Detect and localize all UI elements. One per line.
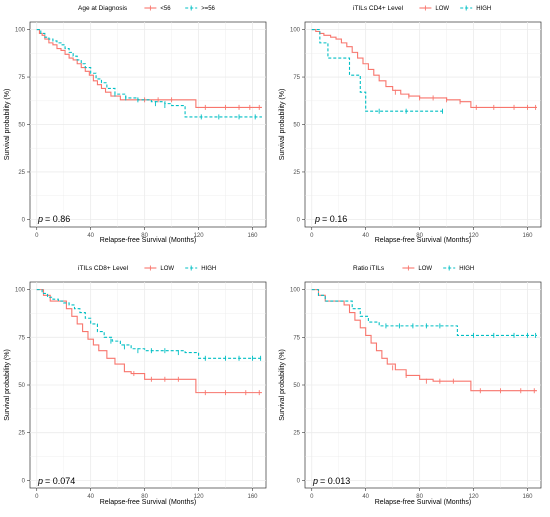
chart3-x-tick-label: 80 [416,494,423,500]
chart2-p-value-text: = 0.074 [45,476,75,486]
chart1-x-tick-label: 160 [523,233,534,239]
chart2-p-symbol: p [37,476,43,486]
chart2-x-tick-label: 40 [87,494,94,500]
chart0-x-tick-label: 120 [194,233,205,239]
chart0-y-tick-label: 100 [15,28,26,34]
chart0-y-tick-label: 50 [18,123,25,129]
chart2-y-tick-label: 25 [18,431,25,437]
chart3-legend-title: Ratio iTILs [353,265,385,272]
chart1-series-LOW-curve [311,29,537,108]
km-panel-ratio: 0 40 80 120 160 0 25 50 75 100 Relapse-free Surviv… [275,256,550,512]
chart2-series-HIGH-curve [36,289,262,359]
chart2-x-tick-label: 80 [141,494,148,500]
chart3-p-symbol: p [312,476,318,486]
chart2-legend-label-LOW: LOW [160,266,174,272]
chart0-x-tick-label: 80 [141,233,148,239]
chart1-y-axis-label: Survival probability (%) [279,89,286,161]
chart1-x-tick-label: 0 [310,233,314,239]
chart2-p-value: p = 0.074 [37,476,75,486]
chart1-x-tick-label: 40 [362,233,369,239]
km-panel-age: 0 40 80 120 160 0 25 50 75 100 Relapse-free Surviv… [0,0,275,256]
km-chart-itils-cd8-level: 0 40 80 120 160 0 25 50 75 100 Relapse-free Surviv… [4,265,267,506]
chart2-series-LOW-curve [36,289,262,394]
chart0-y-tick-label: 0 [22,217,26,223]
chart1-p-value-text: = 0.16 [322,214,347,224]
chart2-legend-label-HIGH: HIGH [201,266,216,272]
chart0-y-tick-label: 75 [18,75,25,81]
chart3-p-value: p = 0.013 [312,476,350,486]
chart3-y-tick-label: 50 [293,383,300,389]
chart2-y-tick-label: 50 [18,383,25,389]
chart2-y-axis-label: Survival probability (%) [4,349,11,421]
chart0-x-tick-label: 160 [248,233,259,239]
chart3-p-value-text: = 0.013 [320,476,350,486]
chart1-x-axis-label: Relapse-free Survival (Months) [375,237,471,244]
km-chart-age-at-diagnosis: 0 40 80 120 160 0 25 50 75 100 Relapse-free Surviv… [4,5,267,244]
chart3-x-tick-label: 160 [523,494,534,500]
chart0-y-axis-label: Survival probability (%) [4,89,11,161]
km-chart-itils-cd4-level: 0 40 80 120 160 0 25 50 75 100 Relapse-free Surviv… [279,5,542,244]
chart3-y-axis-label: Survival probability (%) [279,349,286,421]
chart0-x-axis-label: Relapse-free Survival (Months) [100,237,196,244]
chart2-legend: iTILs CD8+ Level LOW HIGH [78,265,216,272]
chart2-x-tick-label: 120 [194,494,205,500]
km-panel-cd4: 0 40 80 120 160 0 25 50 75 100 Relapse-free Surviv… [275,0,550,256]
km-panel-cd8: 0 40 80 120 160 0 25 50 75 100 Relapse-free Surviv… [0,256,275,512]
chart1-legend-label-LOW: LOW [435,6,449,12]
chart1-x-tick-label: 80 [416,233,423,239]
chart3-legend: Ratio iTILs LOW HIGH [353,265,474,272]
km-chart-ratio-itils: 0 40 80 120 160 0 25 50 75 100 Relapse-free Surviv… [279,265,542,506]
chart0-x-tick-label: 40 [87,233,94,239]
chart3-series-HIGH-curve [311,289,537,336]
chart1-legend-title: iTILs CD4+ Level [353,5,404,12]
chart3-y-tick-label: 0 [297,478,301,484]
chart1-series-HIGH-curve [311,29,443,112]
chart1-p-value: p = 0.16 [314,214,347,224]
chart1-y-tick-label: 100 [290,28,301,34]
chart1-y-tick-label: 25 [293,170,300,176]
chart2-y-tick-label: 75 [18,335,25,341]
chart3-y-tick-label: 25 [293,431,300,437]
chart3-y-tick-label: 100 [290,288,301,294]
chart3-legend-label-LOW: LOW [418,266,432,272]
chart2-legend-title: iTILs CD8+ Level [78,265,129,272]
chart0-legend: Age at Diagnosis <56 >=56 [78,5,216,12]
chart1-x-tick-label: 120 [469,233,480,239]
chart2-y-tick-label: 0 [22,478,26,484]
chart0-legend-label->=56: >=56 [201,6,215,12]
chart2-x-tick-label: 0 [35,494,39,500]
chart0-series->=56-curve [36,29,262,118]
chart1-y-tick-label: 75 [293,75,300,81]
chart0-series-<56-curve [36,29,262,108]
chart1-p-symbol: p [314,214,320,224]
chart0-p-symbol: p [37,214,43,224]
chart3-x-tick-label: 0 [310,494,314,500]
chart2-y-tick-label: 100 [15,288,26,294]
chart2-x-axis-label: Relapse-free Survival (Months) [100,499,196,506]
chart3-legend-label-HIGH: HIGH [459,266,474,272]
chart0-x-tick-label: 0 [35,233,39,239]
chart0-y-tick-label: 25 [18,170,25,176]
chart1-legend: iTILs CD4+ Level LOW HIGH [353,5,491,12]
chart3-series-LOW-curve [311,289,537,392]
chart0-p-value: p = 0.86 [37,214,70,224]
chart0-legend-title: Age at Diagnosis [78,5,128,12]
chart3-x-axis-label: Relapse-free Survival (Months) [375,499,471,506]
chart3-y-tick-label: 75 [293,335,300,341]
chart2-x-tick-label: 160 [248,494,259,500]
chart1-legend-label-HIGH: HIGH [476,6,491,12]
chart3-x-tick-label: 40 [362,494,369,500]
chart1-y-tick-label: 50 [293,123,300,129]
chart0-p-value-text: = 0.86 [45,214,70,224]
chart3-x-tick-label: 120 [469,494,480,500]
chart0-legend-label-<56: <56 [160,6,171,12]
chart1-y-tick-label: 0 [297,217,301,223]
